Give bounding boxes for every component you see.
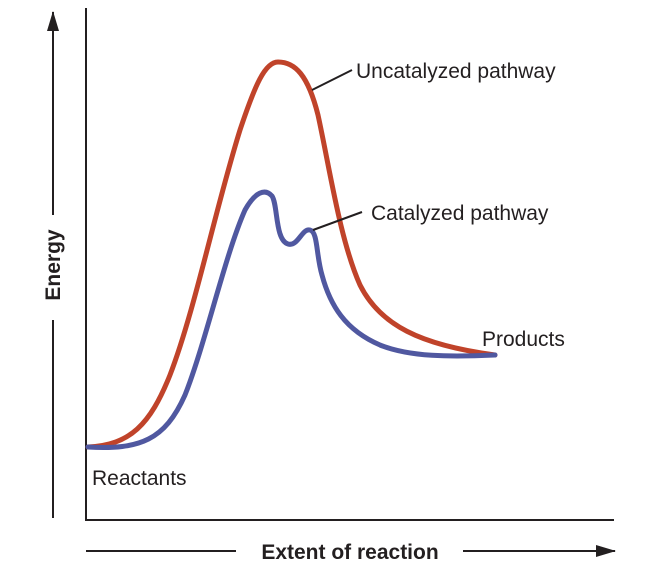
y-axis-label: Energy <box>42 229 65 301</box>
catalyzed-label: Catalyzed pathway <box>371 202 549 225</box>
catalyzed-leader-line <box>312 211 363 231</box>
uncatalyzed-leader-line <box>311 69 353 91</box>
products-label: Products <box>482 328 565 351</box>
x-axis-label: Extent of reaction <box>261 541 438 564</box>
reactants-label: Reactants <box>92 467 187 490</box>
catalyzed-curve <box>85 189 498 450</box>
uncatalyzed-curve <box>85 59 498 450</box>
uncatalyzed-label: Uncatalyzed pathway <box>356 60 556 83</box>
